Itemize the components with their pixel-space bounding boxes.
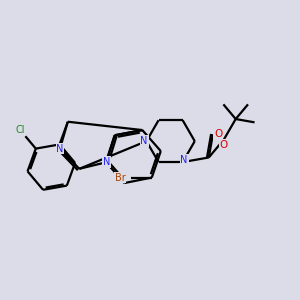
Text: N: N xyxy=(56,144,64,154)
Text: N: N xyxy=(140,136,148,146)
Text: O: O xyxy=(214,129,222,139)
Text: O: O xyxy=(220,140,228,150)
Text: Cl: Cl xyxy=(15,125,25,135)
Text: N: N xyxy=(181,155,188,165)
Text: Br: Br xyxy=(115,172,125,183)
Text: N: N xyxy=(103,157,110,167)
